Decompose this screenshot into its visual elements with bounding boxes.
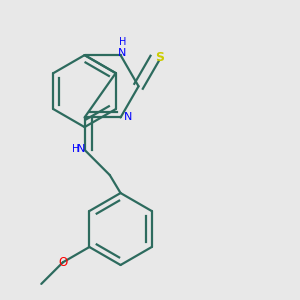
Text: N: N xyxy=(77,144,86,154)
Text: S: S xyxy=(155,51,164,64)
Text: H: H xyxy=(118,37,126,47)
Text: O: O xyxy=(58,256,68,269)
Text: H: H xyxy=(72,144,79,154)
Text: N: N xyxy=(118,47,126,58)
Text: N: N xyxy=(124,112,132,122)
